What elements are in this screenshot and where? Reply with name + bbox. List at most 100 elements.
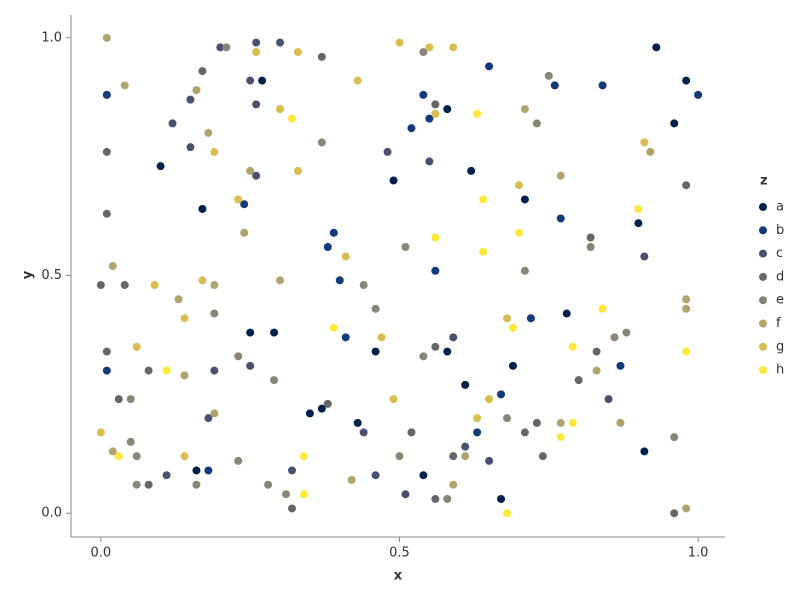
point bbox=[132, 452, 141, 461]
point bbox=[425, 114, 434, 123]
point bbox=[670, 119, 679, 128]
point bbox=[473, 109, 482, 118]
point bbox=[508, 361, 517, 370]
point bbox=[96, 428, 105, 437]
y-tick-label: 0.5 bbox=[41, 268, 62, 283]
point bbox=[371, 347, 380, 356]
point bbox=[144, 366, 153, 375]
point bbox=[449, 333, 458, 342]
point bbox=[282, 490, 291, 499]
point bbox=[186, 95, 195, 104]
point bbox=[443, 105, 452, 114]
point bbox=[682, 295, 691, 304]
point bbox=[598, 81, 607, 90]
point bbox=[341, 333, 350, 342]
point bbox=[449, 480, 458, 489]
point bbox=[252, 171, 261, 180]
point bbox=[210, 409, 219, 418]
point bbox=[425, 157, 434, 166]
point bbox=[431, 342, 440, 351]
point bbox=[586, 233, 595, 242]
point bbox=[132, 480, 141, 489]
point bbox=[353, 418, 362, 427]
point bbox=[240, 200, 249, 209]
point bbox=[102, 33, 111, 42]
point bbox=[210, 147, 219, 156]
legend-label: f bbox=[776, 316, 781, 331]
point bbox=[371, 304, 380, 313]
point bbox=[180, 371, 189, 380]
point bbox=[443, 347, 452, 356]
point bbox=[114, 395, 123, 404]
point bbox=[694, 90, 703, 99]
point bbox=[574, 376, 583, 385]
point bbox=[616, 361, 625, 370]
point bbox=[192, 480, 201, 489]
legend-marker bbox=[759, 203, 767, 211]
point bbox=[682, 304, 691, 313]
point bbox=[102, 209, 111, 218]
point bbox=[335, 276, 344, 285]
point bbox=[562, 309, 571, 318]
point bbox=[252, 38, 261, 47]
point bbox=[359, 428, 368, 437]
legend-marker bbox=[759, 319, 767, 328]
point bbox=[246, 76, 255, 85]
y-tick-label: 0.0 bbox=[41, 506, 62, 521]
legend-marker bbox=[759, 342, 767, 351]
point bbox=[431, 494, 440, 503]
point bbox=[616, 418, 625, 427]
point bbox=[210, 281, 219, 290]
point bbox=[156, 162, 165, 171]
point bbox=[180, 452, 189, 461]
point bbox=[467, 166, 476, 175]
point bbox=[401, 243, 410, 251]
point bbox=[317, 52, 326, 61]
y-axis-label: y bbox=[21, 270, 36, 279]
point bbox=[329, 323, 338, 332]
point bbox=[556, 433, 565, 442]
point bbox=[592, 366, 601, 375]
point bbox=[305, 409, 314, 418]
point bbox=[556, 418, 565, 427]
x-tick-label: 0.5 bbox=[389, 546, 410, 561]
point bbox=[317, 404, 326, 413]
point bbox=[485, 62, 494, 71]
point bbox=[126, 437, 135, 446]
point bbox=[634, 204, 643, 213]
point bbox=[377, 333, 386, 342]
point bbox=[126, 395, 135, 404]
point bbox=[473, 428, 482, 437]
legend-title: z bbox=[760, 174, 768, 189]
legend-label: h bbox=[776, 363, 784, 378]
point bbox=[270, 328, 279, 337]
point bbox=[383, 147, 392, 156]
legend-marker bbox=[759, 366, 767, 375]
legend-label: b bbox=[776, 223, 784, 238]
point bbox=[96, 281, 105, 290]
point bbox=[204, 128, 213, 137]
point bbox=[389, 395, 398, 404]
point bbox=[497, 390, 506, 399]
point bbox=[431, 266, 440, 275]
point bbox=[102, 147, 111, 156]
point bbox=[610, 333, 619, 342]
point bbox=[102, 366, 111, 375]
point bbox=[652, 43, 661, 52]
point bbox=[192, 466, 201, 475]
point bbox=[323, 243, 332, 251]
point bbox=[198, 67, 207, 76]
legend-marker bbox=[759, 296, 767, 305]
point bbox=[461, 442, 470, 451]
point bbox=[604, 395, 613, 404]
point bbox=[670, 509, 679, 518]
point bbox=[168, 119, 177, 128]
point bbox=[514, 181, 523, 190]
point bbox=[508, 323, 517, 332]
point bbox=[407, 124, 416, 133]
legend-marker bbox=[759, 249, 767, 258]
point bbox=[353, 76, 362, 85]
point bbox=[174, 295, 183, 304]
point bbox=[270, 376, 279, 385]
point bbox=[252, 48, 261, 57]
